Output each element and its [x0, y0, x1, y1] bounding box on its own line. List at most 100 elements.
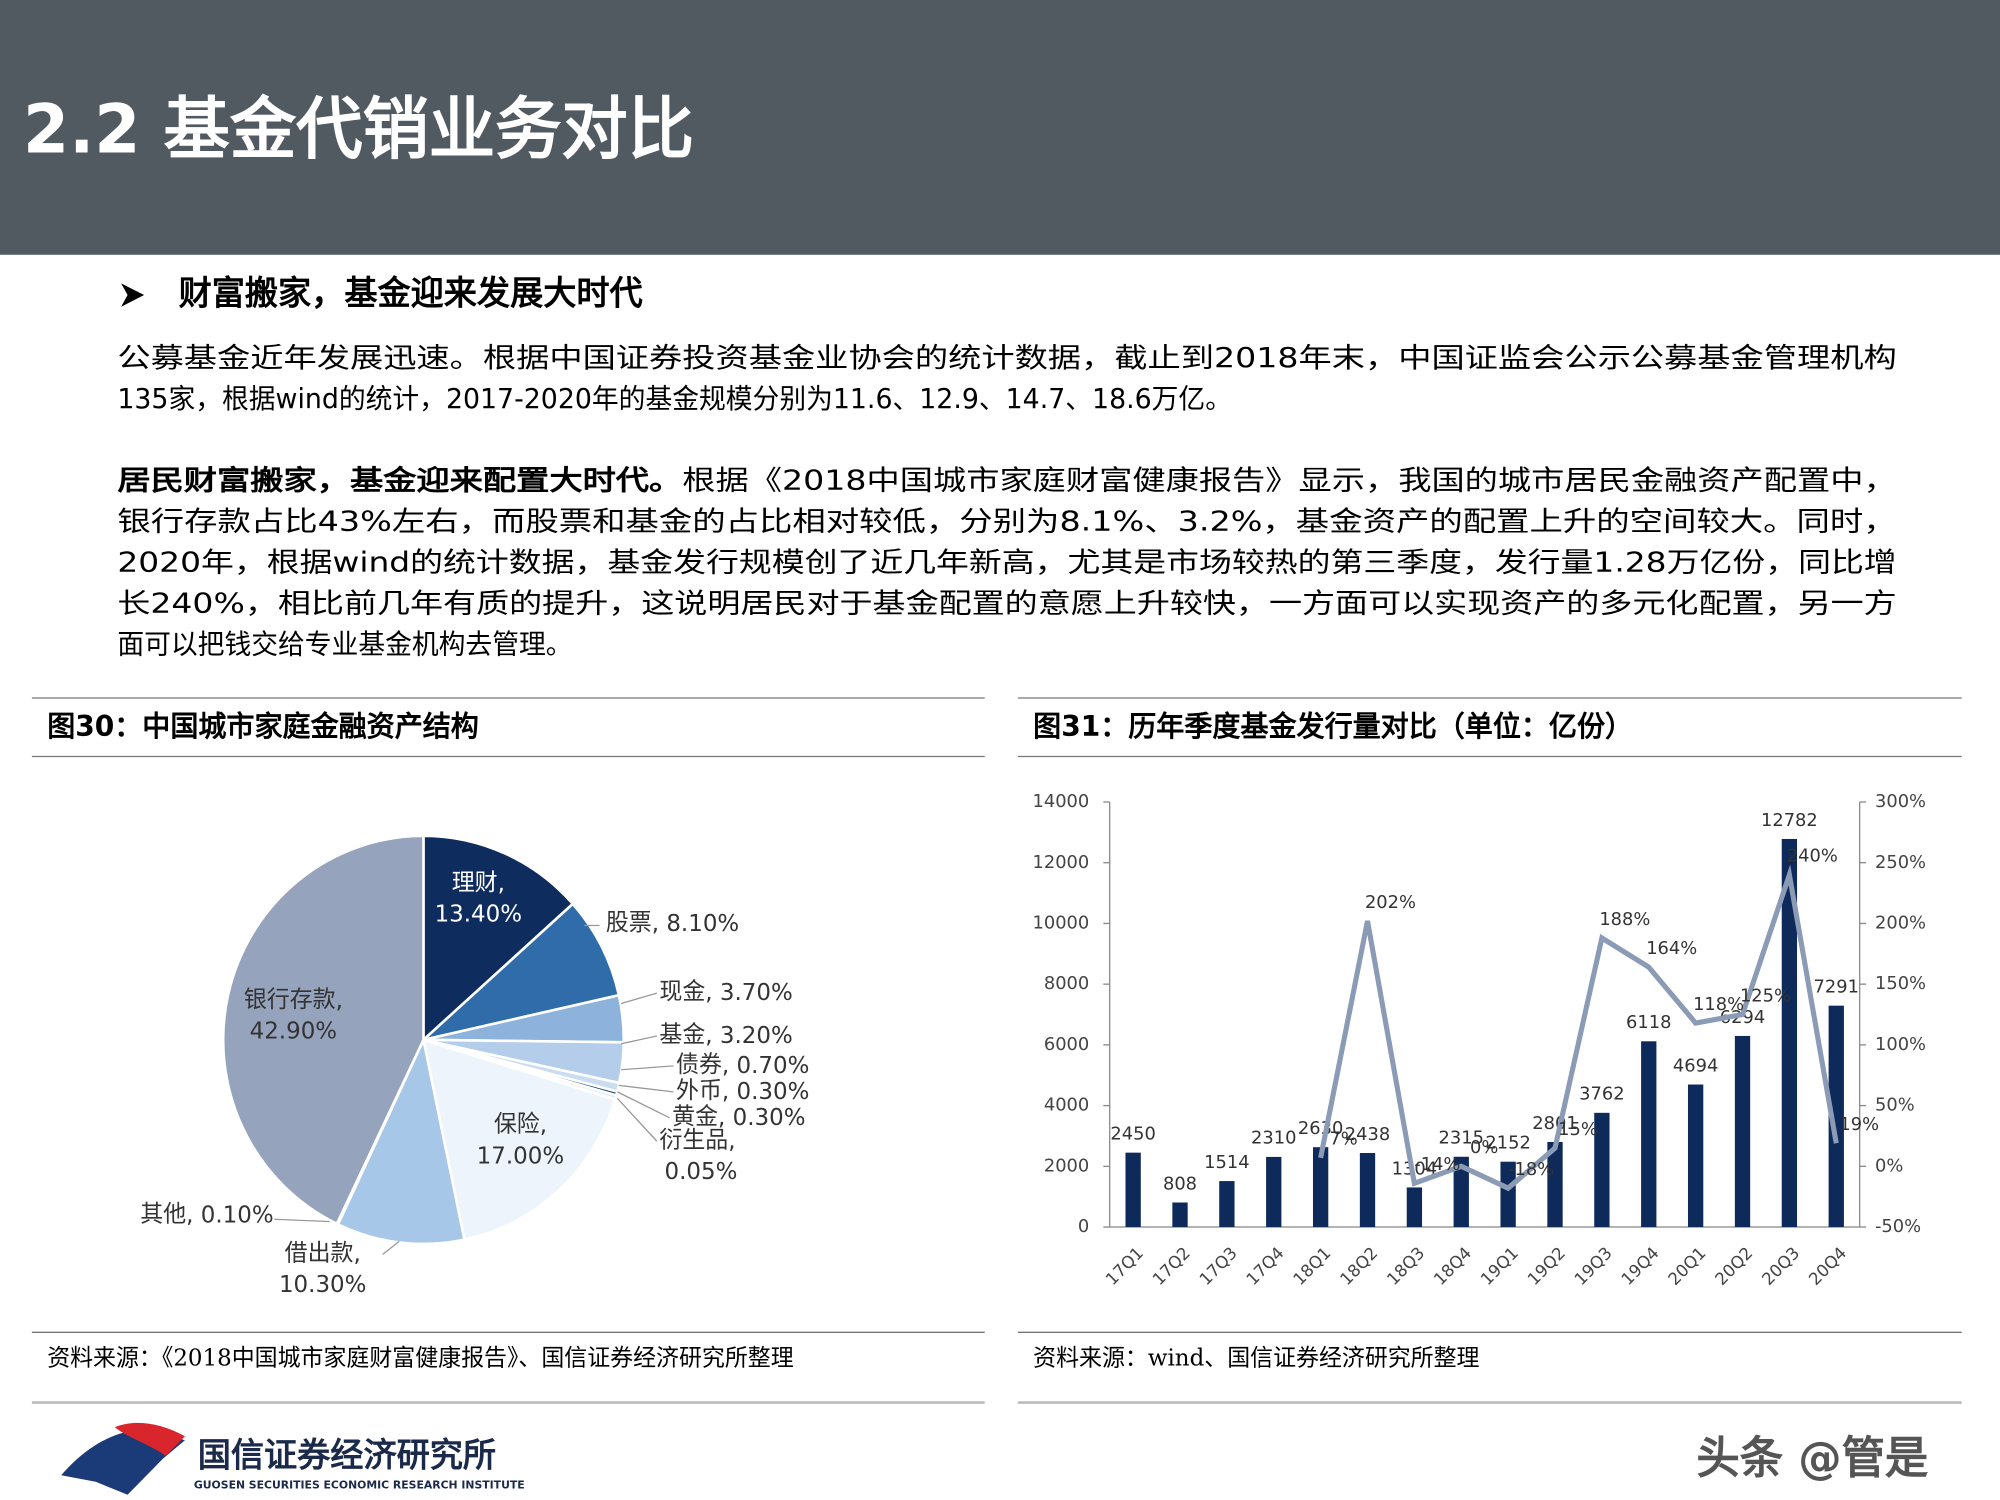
bar [1547, 1141, 1563, 1228]
line-value-label: 118% [1693, 994, 1744, 1015]
bar [1594, 1112, 1610, 1228]
paragraph-line: 银行存款占比43%左右，而股票和基金的占比相对较低，分别为8.1%、3.2%，基… [117, 506, 1896, 537]
line-value-label: 164% [1646, 938, 1697, 959]
y2-tick-label: 0% [1875, 1155, 1903, 1176]
line-value-label: 7% [1329, 1129, 1357, 1150]
y-tick-label: 10000 [1033, 912, 1090, 933]
pie-category: 基金 [659, 1021, 705, 1048]
footer-org: 国信证券经济研究所 [198, 1435, 496, 1474]
pie-category: 其他 [140, 1200, 186, 1227]
pie-label: 现金, 3.70% [659, 978, 792, 1006]
pie-slice [421, 1037, 617, 1242]
line-value-label: 188% [1599, 909, 1650, 930]
header-bar [0, 0, 2000, 255]
pie-category: 外币 [676, 1077, 722, 1104]
paragraph-text: 长240%，相比前几年有质的提升，这说明居民对于基金配置的意愿上升较快，一方面可… [117, 588, 1896, 619]
y-tick-label: 8000 [1044, 973, 1089, 994]
figure-title: 图30：中国城市家庭金融资产结构 [47, 710, 479, 743]
bar-value-label: 2315 [1439, 1127, 1484, 1148]
pie-separator: , [186, 1201, 193, 1228]
y2-tick-label: 200% [1875, 912, 1926, 933]
pie-slice [336, 1035, 466, 1246]
bar [1406, 1187, 1423, 1228]
paragraph-line: 长240%，相比前几年有质的提升，这说明居民对于基金配置的意愿上升较快，一方面可… [117, 588, 1896, 619]
pie-label: 借出款, [285, 1239, 361, 1267]
x-tick-label: 19Q4 [1617, 1243, 1663, 1289]
line-value-label: -18% [1508, 1159, 1554, 1180]
x-tick-label: 18Q3 [1383, 1243, 1429, 1289]
paragraph-text: 银行存款占比43%左右，而股票和基金的占比相对较低，分别为8.1%、3.2%，基… [117, 506, 1896, 537]
x-tick-label: 20Q1 [1664, 1243, 1710, 1289]
pie-value-label: 0.05% [665, 1158, 738, 1185]
pie-chart: 理财,13.40% 股票, 8.10%现金, 3.70%基金, 3.20%债券, … [140, 834, 809, 1298]
leader-line [621, 1065, 674, 1071]
bar-value-label: 2801 [1532, 1113, 1577, 1134]
y-tick-label: 12000 [1033, 852, 1090, 873]
bar [1172, 1202, 1188, 1228]
paragraph-line: 135家，根据wind的统计，2017-2020年的基金规模分别为11.6、12… [117, 383, 1232, 414]
paragraph-line: 居民财富搬家，基金迎来配置大时代。 根据《2018中国城市家庭财富健康报告》显示，… [117, 464, 1896, 496]
pie-value-label: 0.30% [733, 1103, 806, 1130]
line-value-label: -14% [1414, 1154, 1460, 1175]
x-tick-label: 20Q2 [1711, 1243, 1757, 1289]
x-tick-label: 18Q2 [1336, 1243, 1382, 1289]
x-tick-label: 18Q4 [1430, 1243, 1476, 1289]
y2-tick-label: -50% [1875, 1216, 1921, 1237]
bar-value-label: 2152 [1485, 1132, 1530, 1153]
paragraph-text: 2020年，根据wind的统计数据，基金发行规模创了近几年新高，尤其是市场较热的… [117, 547, 1896, 578]
paragraph-line: 公募基金近年发展迅速。根据中国证券投资基金业协会的统计数据，截止到2018年末，… [117, 342, 1896, 373]
leader-line [618, 1084, 674, 1093]
pie-value-label: 17.00% [477, 1142, 564, 1169]
pie-separator: , [718, 1103, 725, 1130]
x-tick-label: 19Q2 [1523, 1243, 1569, 1289]
pie-separator: , [498, 869, 505, 896]
bar-value-label: 2450 [1110, 1123, 1155, 1144]
pie-value-label: 0.10% [201, 1201, 274, 1228]
bar-value-label: 808 [1163, 1173, 1197, 1194]
x-tick-label: 17Q3 [1195, 1243, 1241, 1289]
paragraph-line: 面可以把钱交给专业基金机构去管理。 [117, 629, 572, 660]
section-heading: 财富搬家，基金迎来发展大时代 [179, 273, 644, 312]
pie-label: 保险, [494, 1111, 547, 1139]
pie-category: 债券 [676, 1051, 722, 1078]
x-tick-label: 20Q4 [1805, 1243, 1851, 1289]
leader-line [382, 1240, 400, 1255]
pie-separator: , [652, 910, 659, 937]
logo-shape [114, 1422, 185, 1456]
bar [1781, 838, 1798, 1228]
pie-label: 基金, 3.20% [659, 1021, 792, 1049]
pie-separator: , [336, 986, 343, 1013]
bar-value-label: 2438 [1345, 1124, 1390, 1145]
bar [1312, 1147, 1329, 1228]
pie-category: 借出款 [285, 1239, 354, 1266]
y2-tick-label: 100% [1875, 1034, 1926, 1055]
paragraph-text: 135家，根据wind的统计，2017-2020年的基金规模分别为11.6、12… [117, 383, 1232, 414]
bar [1125, 1152, 1141, 1228]
bar [1266, 1156, 1282, 1228]
bar [1828, 1005, 1844, 1228]
bar [1687, 1084, 1704, 1228]
line-value-label: 125% [1740, 985, 1791, 1006]
pie-slice [221, 834, 425, 1226]
y-tick-label: 14000 [1033, 791, 1090, 812]
bar-value-label: 1304 [1392, 1158, 1437, 1179]
x-tick-label: 18Q1 [1289, 1243, 1335, 1289]
bar-value-label: 6118 [1626, 1012, 1671, 1033]
pie-value-label: 3.20% [720, 1021, 793, 1048]
x-tick-label: 19Q3 [1570, 1243, 1616, 1289]
pie-separator: , [540, 1111, 547, 1138]
pie-category: 衍生品 [659, 1126, 728, 1153]
line-value-label: 19% [1839, 1114, 1879, 1135]
pie-category: 理财 [452, 869, 498, 896]
paragraph-lead: 居民财富搬家，基金迎来配置大时代。 [117, 464, 682, 496]
pie-value-label: 10.30% [279, 1271, 366, 1298]
pie-label: 银行存款, [244, 986, 343, 1014]
pie-label: 其他, 0.10% [140, 1200, 273, 1228]
x-tick-label: 17Q4 [1242, 1243, 1288, 1289]
y-tick-label: 2000 [1044, 1155, 1089, 1176]
leader-line [274, 1218, 337, 1223]
pie-separator: , [728, 1127, 735, 1154]
paragraph-text: 公募基金近年发展迅速。根据中国证券投资基金业协会的统计数据，截止到2018年末，… [117, 342, 1896, 373]
